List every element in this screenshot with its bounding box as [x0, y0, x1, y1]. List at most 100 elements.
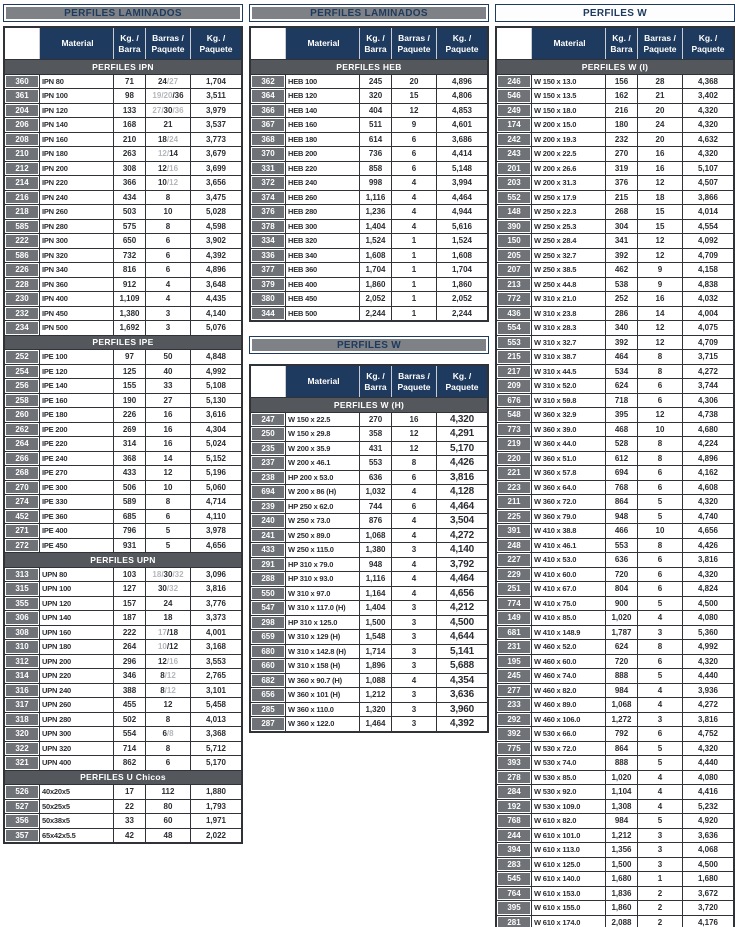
kg-barra-cell: 431 — [359, 441, 391, 455]
kg-barra-cell: 650 — [113, 234, 145, 248]
barras-paquete-cell: 4 — [391, 219, 436, 233]
code-cell: 331 — [251, 161, 285, 175]
kg-barra-cell: 346 — [113, 669, 145, 683]
code-cell: 586 — [5, 248, 39, 262]
kg-paquete-cell: 4,656 — [436, 586, 487, 600]
barras-paquete-cell: 8 — [637, 364, 682, 378]
table-row: 367 HEB 160 511 9 4,601 — [251, 117, 487, 132]
table-row: 681 W 410 x 148.9 1,787 3 5,360 — [497, 624, 733, 639]
table-row: 281 W 610 x 174.0 2,088 2 4,176 — [497, 914, 733, 927]
barras-paquete-cell: 9 — [637, 277, 682, 291]
kg-barra-cell: 98 — [113, 89, 145, 103]
barras-value-part: /8 — [166, 729, 174, 739]
kg-paquete-cell: 3,978 — [190, 524, 241, 538]
table-row: 205 W 250 x 32.7 392 12 4,709 — [497, 247, 733, 262]
barras-paquete-cell: 1 — [391, 292, 436, 306]
code-badge: 258 — [6, 394, 38, 406]
kg-barra-cell: 466 — [605, 524, 637, 538]
code-badge: 284 — [498, 786, 530, 798]
code-cell: 390 — [497, 219, 531, 233]
kg-barra-cell: 718 — [605, 393, 637, 407]
code-badge: 241 — [252, 529, 284, 541]
kg-barra-cell: 464 — [605, 350, 637, 364]
kg-barra-cell: 376 — [605, 176, 637, 190]
code-badge: 336 — [252, 249, 284, 261]
kg-paquete-cell: 4,140 — [190, 306, 241, 320]
code-badge: 205 — [498, 249, 530, 261]
table-row: 433 W 250 x 115.0 1,380 3 4,140 — [251, 542, 487, 557]
table-row: 312 UPN 200 296 12/16 3,553 — [5, 653, 241, 668]
kg-paquete-cell: 3,475 — [190, 190, 241, 204]
barras-paquete-cell: 3 — [391, 601, 436, 615]
column-header-kg-barra: Kg. / Barra — [113, 28, 145, 59]
code-badge: 321 — [6, 757, 38, 769]
code-badge: 212 — [6, 162, 38, 174]
code-cell: 774 — [497, 596, 531, 610]
code-cell: 336 — [251, 248, 285, 262]
kg-barra-cell: 534 — [605, 364, 637, 378]
kg-paquete-cell: 4,656 — [682, 524, 733, 538]
table-grid: Cód. Material Kg. / Barra Barras / Paquete Kg.… — [3, 26, 243, 844]
barras-paquete-cell: 27 — [145, 393, 190, 407]
kg-barra-cell: 948 — [359, 557, 391, 571]
kg-barra-cell: 614 — [359, 132, 391, 146]
barras-paquete-cell: 2 — [637, 886, 682, 900]
code-cell: 391 — [497, 524, 531, 538]
table-row: 774 W 410 x 75.0 900 5 4,500 — [497, 595, 733, 610]
kg-paquete-cell: 4,500 — [682, 596, 733, 610]
barras-paquete-cell: 8 — [637, 640, 682, 654]
barras-paquete-cell: 18 — [145, 611, 190, 625]
kg-paquete-cell: 4,507 — [682, 176, 733, 190]
barras-value-part: 12/ — [157, 149, 170, 159]
code-cell: 230 — [5, 292, 39, 306]
kg-barra-cell: 1,020 — [605, 770, 637, 784]
code-badge: 553 — [498, 336, 530, 348]
material-cell: W 530 x 85.0 — [531, 770, 605, 784]
code-badge: 356 — [6, 815, 38, 827]
code-cell: 252 — [5, 350, 39, 364]
code-badge: 230 — [6, 293, 38, 305]
column-header-label: Barras / — [398, 33, 430, 44]
kg-barra-cell: 433 — [113, 466, 145, 480]
code-cell: 174 — [497, 118, 531, 132]
code-badge: 764 — [498, 887, 530, 899]
material-cell: W 310 x 28.3 — [531, 321, 605, 335]
code-badge: 433 — [252, 544, 284, 556]
column-left: PERFILES LAMINADOS Cód. Material Kg. / Barra… — [3, 4, 243, 927]
barras-paquete-cell: 16 — [637, 292, 682, 306]
barras-paquete-cell: 6 — [637, 727, 682, 741]
kg-barra-cell: 1,464 — [359, 717, 391, 731]
code-cell: 210 — [5, 147, 39, 161]
barras-paquete-cell: 3 — [637, 712, 682, 726]
kg-paquete-cell: 4,440 — [682, 756, 733, 770]
kg-barra-cell: 1,608 — [359, 248, 391, 262]
kg-barra-cell: 1,787 — [605, 625, 637, 639]
material-cell: W 360 x 39.0 — [531, 422, 605, 436]
kg-barra-cell: 1,680 — [605, 872, 637, 886]
kg-barra-cell: 864 — [605, 495, 637, 509]
kg-paquete-cell: 2,765 — [190, 669, 241, 683]
code-cell: 270 — [5, 480, 39, 494]
kg-barra-cell: 156 — [605, 74, 637, 88]
kg-barra-cell: 612 — [605, 451, 637, 465]
kg-paquete-cell: 2,052 — [436, 292, 487, 306]
barras-paquete-cell: 24/27 — [145, 74, 190, 88]
kg-barra-cell: 553 — [605, 538, 637, 552]
kg-paquete-cell: 4,992 — [190, 364, 241, 378]
kg-paquete-cell: 5,616 — [436, 219, 487, 233]
barras-paquete-cell: 48 — [145, 828, 190, 842]
column-header-material: Material — [39, 28, 113, 59]
code-cell: 274 — [5, 495, 39, 509]
column-header-label: Barra — [610, 43, 633, 54]
code-cell: 248 — [497, 538, 531, 552]
material-cell: IPE 400 — [39, 524, 113, 538]
code-cell: 315 — [5, 582, 39, 596]
material-cell: W 250 x 44.8 — [531, 277, 605, 291]
table-row: 366 HEB 140 404 12 4,853 — [251, 102, 487, 117]
column-header-label: Cód. — [504, 38, 524, 49]
barras-paquete-cell: 12 — [391, 427, 436, 441]
material-cell: W 530 x 92.0 — [531, 785, 605, 799]
code-badge: 344 — [252, 307, 284, 319]
kg-paquete-cell: 4,291 — [436, 427, 487, 441]
kg-paquete-cell: 3,979 — [190, 103, 241, 117]
